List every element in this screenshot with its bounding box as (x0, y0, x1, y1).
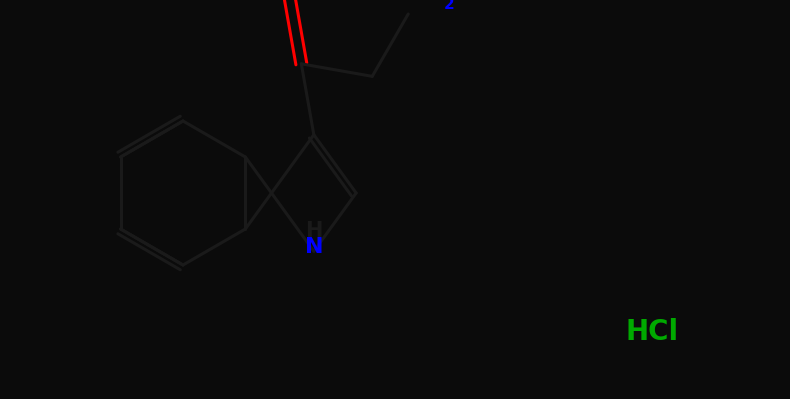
Text: O: O (280, 0, 299, 1)
Text: H: H (305, 221, 322, 241)
Text: NH: NH (410, 0, 447, 4)
Text: 2: 2 (444, 0, 455, 12)
Text: N: N (305, 237, 323, 257)
Text: HCl: HCl (626, 318, 679, 346)
